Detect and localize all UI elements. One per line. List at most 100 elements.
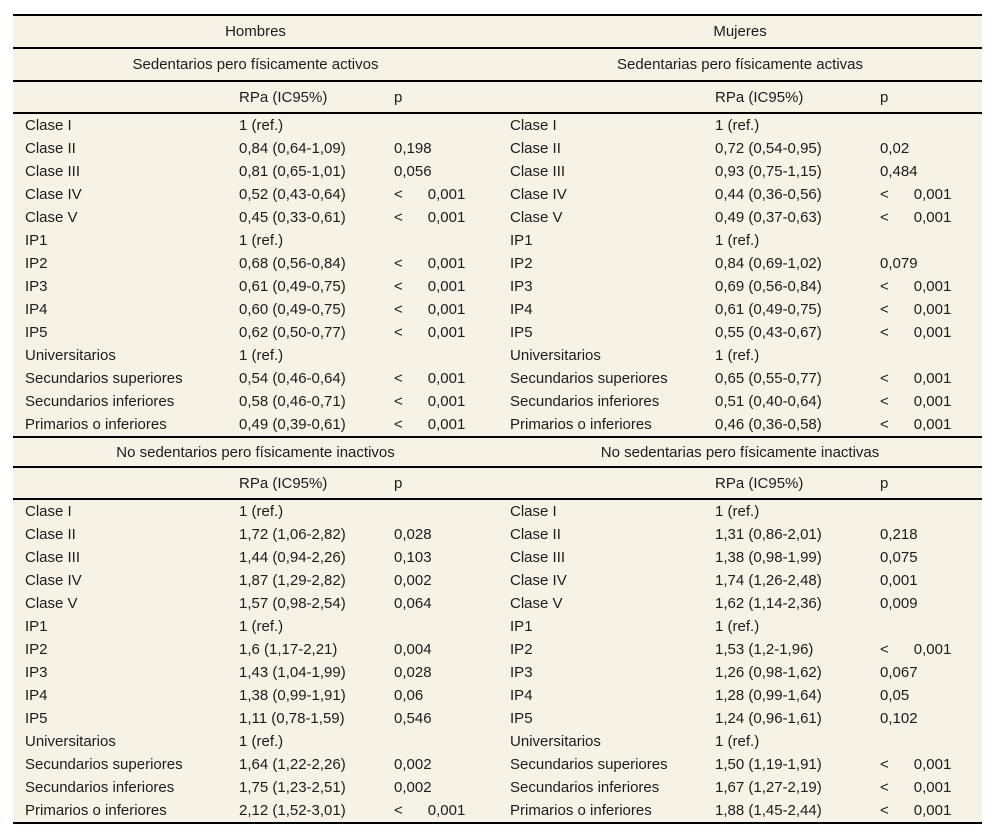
rpa-value-left: 0,49 (0,39-0,61) bbox=[239, 416, 346, 433]
column-header-p-right: p bbox=[876, 467, 983, 500]
table-row: Clase III 0,81 (0,65-1,01) 0,056 Clase I… bbox=[13, 160, 982, 183]
rpa-value-left: 1,44 (0,94-2,26) bbox=[239, 549, 346, 566]
row-label-left: IP1 bbox=[25, 232, 48, 249]
column-header-p-right: p bbox=[876, 81, 983, 114]
p-value-right: < 0,001 bbox=[880, 756, 952, 773]
p-value-right bbox=[876, 113, 982, 137]
p-value-right: < 0,001 bbox=[880, 393, 952, 410]
p-value-left: 0,028 bbox=[394, 526, 432, 543]
p-value-left: 0,103 bbox=[394, 549, 432, 566]
p-value-left: 0,06 bbox=[394, 687, 424, 704]
row-label-left: Primarios o inferiores bbox=[25, 416, 167, 433]
rpa-value-left: 1 (ref.) bbox=[239, 117, 284, 134]
p-value-right: < 0,001 bbox=[880, 186, 952, 203]
row-label-right: Secundarios inferiores bbox=[510, 779, 660, 796]
table-row: IP1 1 (ref.) IP1 1 (ref.) bbox=[13, 615, 982, 638]
row-label-right: Primarios o inferiores bbox=[510, 802, 652, 819]
p-value-left: < 0,001 bbox=[394, 416, 466, 433]
group-title-mujeres: Mujeres bbox=[498, 15, 983, 49]
row-label-left: Clase I bbox=[25, 117, 72, 134]
rpa-value-right: 1 (ref.) bbox=[715, 618, 760, 635]
p-value-right: 0,009 bbox=[880, 595, 918, 612]
row-label-left: Primarios o inferiores bbox=[25, 802, 167, 819]
table-row: IP2 0,68 (0,56-0,84) < 0,001 IP2 0,84 (0… bbox=[13, 252, 982, 275]
row-label-right: IP4 bbox=[510, 687, 533, 704]
p-value-right: 0,102 bbox=[880, 710, 918, 727]
row-label-right: Clase IV bbox=[510, 572, 567, 589]
p-value-left: 0,064 bbox=[394, 595, 432, 612]
table-row: Secundarios superiores 0,54 (0,46-0,64) … bbox=[13, 367, 982, 390]
row-label-right: IP1 bbox=[510, 232, 533, 249]
p-value-left: 0,002 bbox=[394, 779, 432, 796]
group-title-hombres: Hombres bbox=[13, 15, 499, 49]
table-row: Clase IV 0,52 (0,43-0,64) < 0,001 Clase … bbox=[13, 183, 982, 206]
row-label-left: IP3 bbox=[25, 664, 48, 681]
table-head: Hombres Mujeres Sedentarios pero físicam… bbox=[13, 15, 983, 114]
p-value-right: 0,079 bbox=[880, 255, 918, 272]
table-row: IP2 1,6 (1,17-2,21) 0,004 IP2 1,53 (1,2-… bbox=[13, 638, 982, 661]
row-label-right: Universitarios bbox=[510, 733, 601, 750]
p-value-right: 0,02 bbox=[880, 140, 910, 157]
p-value-right: 0,05 bbox=[880, 687, 910, 704]
rpa-value-right: 0,69 (0,56-0,84) bbox=[715, 278, 822, 295]
table-row: Clase II 0,84 (0,64-1,09) 0,198 Clase II… bbox=[13, 137, 982, 160]
rpa-value-right: 0,51 (0,40-0,64) bbox=[715, 393, 822, 410]
row-label-left: IP2 bbox=[25, 641, 48, 658]
empty-header-cell bbox=[13, 81, 235, 114]
section1-data-rows: Clase I 1 (ref.) Clase I 1 (ref.) Clase … bbox=[13, 113, 982, 437]
row-label-left: Secundarios superiores bbox=[25, 370, 183, 387]
p-value-right: 0,001 bbox=[880, 572, 918, 589]
row-label-left: IP3 bbox=[25, 278, 48, 295]
section2-data-rows: Clase I 1 (ref.) Clase I 1 (ref.) Clase … bbox=[13, 499, 982, 823]
rpa-value-left: 1,75 (1,23-2,51) bbox=[239, 779, 346, 796]
p-value-right: < 0,001 bbox=[880, 324, 952, 341]
section1-subtitle-right: Sedentarias pero físicamente activas bbox=[498, 48, 983, 82]
group-title-row: Hombres Mujeres bbox=[13, 15, 983, 49]
row-label-left: Secundarios inferiores bbox=[25, 393, 175, 410]
p-value-left: < 0,001 bbox=[394, 802, 466, 819]
p-value-right: < 0,001 bbox=[880, 209, 952, 226]
rpa-value-left: 1,64 (1,22-2,26) bbox=[239, 756, 346, 773]
column-header-rpa-left: RPa (IC95%) bbox=[235, 467, 390, 500]
rpa-value-left: 0,61 (0,49-0,75) bbox=[239, 278, 346, 295]
row-label-right: IP4 bbox=[510, 301, 533, 318]
section2-subtitle-right: No sedentarias pero físicamente inactiva… bbox=[498, 436, 983, 468]
rpa-value-left: 1 (ref.) bbox=[239, 232, 284, 249]
column-header-rpa-right: RPa (IC95%) bbox=[711, 467, 877, 500]
p-value-right: 0,218 bbox=[880, 526, 918, 543]
rpa-value-right: 0,55 (0,43-0,67) bbox=[715, 324, 822, 341]
rpa-value-left: 0,68 (0,56-0,84) bbox=[239, 255, 346, 272]
row-label-left: Clase II bbox=[25, 140, 76, 157]
p-value-left: 0,028 bbox=[394, 664, 432, 681]
p-value-right: < 0,001 bbox=[880, 370, 952, 387]
p-value-left bbox=[390, 113, 498, 137]
rpa-value-right: 0,46 (0,36-0,58) bbox=[715, 416, 822, 433]
p-value-left: < 0,001 bbox=[394, 209, 466, 226]
p-value-left bbox=[390, 344, 498, 367]
p-value-left bbox=[390, 615, 498, 638]
p-value-right bbox=[876, 344, 982, 367]
rpa-value-right: 1 (ref.) bbox=[715, 347, 760, 364]
row-label-right: Clase III bbox=[510, 549, 566, 566]
row-label-left: Clase II bbox=[25, 526, 76, 543]
p-value-left: < 0,001 bbox=[394, 186, 466, 203]
table-row: IP3 0,61 (0,49-0,75) < 0,001 IP3 0,69 (0… bbox=[13, 275, 982, 298]
empty-header-cell bbox=[498, 467, 712, 500]
row-label-left: Clase V bbox=[25, 209, 78, 226]
row-label-left: Secundarios superiores bbox=[25, 756, 183, 773]
row-label-left: IP5 bbox=[25, 710, 48, 727]
table-row: IP5 0,62 (0,50-0,77) < 0,001 IP5 0,55 (0… bbox=[13, 321, 982, 344]
p-value-left: < 0,001 bbox=[394, 370, 466, 387]
rpa-value-right: 0,84 (0,69-1,02) bbox=[715, 255, 822, 272]
rpa-value-left: 1 (ref.) bbox=[239, 618, 284, 635]
row-label-right: IP5 bbox=[510, 710, 533, 727]
p-value-left: < 0,001 bbox=[394, 301, 466, 318]
table-row: IP4 0,60 (0,49-0,75) < 0,001 IP4 0,61 (0… bbox=[13, 298, 982, 321]
p-value-left: < 0,001 bbox=[394, 324, 466, 341]
row-label-right: Universitarios bbox=[510, 347, 601, 364]
row-label-left: Clase I bbox=[25, 503, 72, 520]
rpa-value-left: 1,87 (1,29-2,82) bbox=[239, 572, 346, 589]
p-value-right: < 0,001 bbox=[880, 802, 952, 819]
p-value-left: 0,002 bbox=[394, 572, 432, 589]
p-value-right bbox=[876, 615, 982, 638]
